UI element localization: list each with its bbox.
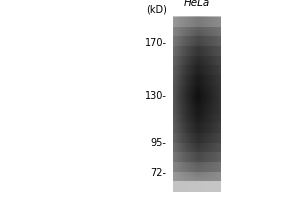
Text: 95-: 95- [151,138,166,148]
Text: HeLa: HeLa [183,0,210,8]
Text: 72-: 72- [151,168,166,178]
Text: 170-: 170- [145,38,166,48]
Text: (kD): (kD) [146,5,167,15]
Text: 130-: 130- [145,91,166,101]
